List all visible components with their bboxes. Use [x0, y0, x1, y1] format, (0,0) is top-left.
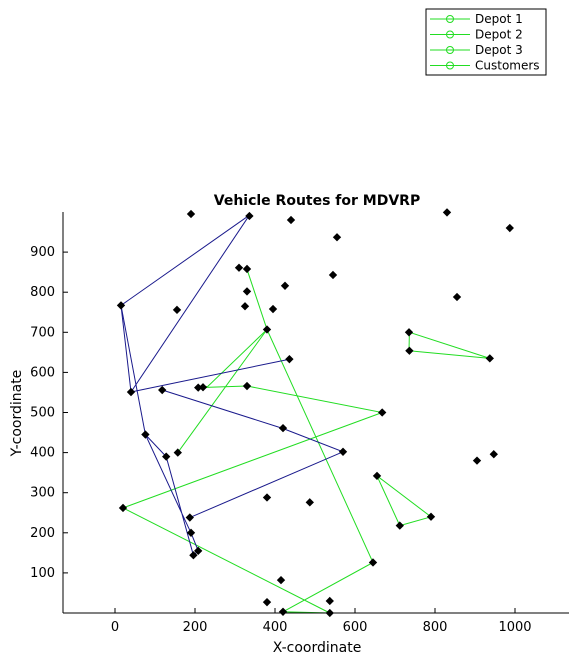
location-point — [126, 387, 136, 397]
location-point — [328, 270, 338, 280]
routes-layer — [120, 214, 490, 614]
route-line-2 — [122, 385, 385, 509]
location-point — [189, 551, 198, 560]
route-line-3 — [122, 328, 374, 614]
y-tick-label: 200 — [30, 526, 55, 541]
location-point — [426, 512, 436, 521]
location-point — [395, 521, 404, 530]
legend-item: Depot 3 — [430, 43, 523, 57]
route-line-5 — [376, 475, 433, 527]
legend-item: Depot 1 — [430, 12, 523, 26]
y-tick-label: 800 — [30, 285, 55, 300]
location-point — [234, 263, 244, 272]
location-point — [278, 423, 288, 433]
legend-label: Customers — [475, 59, 540, 73]
location-point — [442, 208, 452, 217]
y-tick-label: 900 — [30, 245, 55, 260]
legend-item: Depot 2 — [430, 28, 523, 42]
location-point — [268, 304, 278, 314]
location-point — [485, 354, 494, 363]
location-point — [185, 513, 194, 522]
legend-marker — [446, 30, 454, 39]
location-point — [158, 385, 167, 395]
legend-label: Depot 2 — [475, 28, 523, 42]
y-axis-label: Y-coordinate — [9, 370, 25, 458]
x-tick-label: 600 — [343, 620, 368, 635]
location-point — [186, 528, 196, 537]
chart-title: Vehicle Routes for MDVRP — [214, 193, 420, 209]
location-point — [242, 264, 252, 274]
legend-marker — [446, 46, 454, 54]
location-point — [173, 448, 182, 457]
route-line-4 — [408, 331, 490, 359]
location-point — [404, 328, 414, 337]
y-tick-label: 600 — [30, 365, 55, 380]
location-point — [240, 302, 250, 311]
route-line-9 — [162, 389, 345, 519]
route-line-1 — [198, 269, 268, 389]
location-point — [186, 209, 196, 219]
location-point — [242, 381, 252, 391]
legend-label: Depot 1 — [475, 12, 523, 26]
location-point — [472, 456, 482, 465]
location-point — [262, 325, 272, 334]
route-line-6 — [120, 214, 250, 394]
points-layer — [116, 208, 514, 618]
x-axis-label: X-coordinate — [273, 640, 362, 656]
location-point — [242, 287, 252, 296]
x-tick-label: 400 — [263, 620, 288, 635]
y-tick-label: 700 — [30, 325, 55, 340]
location-point — [141, 430, 150, 439]
location-point — [172, 305, 182, 315]
location-point — [332, 233, 342, 242]
x-tick-label: 0 — [111, 620, 119, 635]
location-point — [452, 292, 462, 302]
location-point — [118, 503, 128, 513]
location-point — [372, 471, 382, 481]
x-tick-label: 1000 — [498, 620, 531, 635]
location-point — [405, 346, 414, 355]
location-point — [305, 498, 314, 507]
location-point — [116, 301, 126, 310]
location-point — [378, 408, 387, 417]
y-tick-label: 500 — [30, 406, 55, 421]
location-point — [338, 447, 348, 456]
location-point — [198, 383, 208, 392]
location-point — [489, 450, 498, 459]
legend-marker — [446, 61, 454, 70]
legend-item: Customers — [430, 59, 540, 73]
x-tick-label: 200 — [183, 620, 208, 635]
location-point — [278, 607, 288, 616]
axes: 0 200 400 600 800 1000 100 200 300 400 500 600 700 8… — [30, 212, 569, 635]
route-line-8 — [120, 305, 199, 557]
location-point — [280, 281, 290, 290]
y-tick-label: 400 — [30, 446, 55, 461]
legend-box — [425, 8, 547, 76]
location-point — [162, 452, 171, 461]
location-point — [276, 575, 286, 585]
location-point — [325, 596, 334, 606]
location-point — [368, 558, 378, 567]
y-tick-label: 100 — [30, 566, 55, 581]
location-point — [262, 493, 272, 502]
location-point — [262, 598, 272, 607]
legend-marker — [446, 15, 454, 23]
legend-label: Depot 3 — [475, 43, 523, 57]
location-point — [505, 223, 514, 233]
location-point — [194, 546, 203, 556]
location-point — [245, 211, 254, 221]
location-point — [286, 215, 296, 225]
x-tick-label: 800 — [423, 620, 448, 635]
y-tick-label: 300 — [30, 486, 55, 501]
location-point — [285, 355, 294, 364]
